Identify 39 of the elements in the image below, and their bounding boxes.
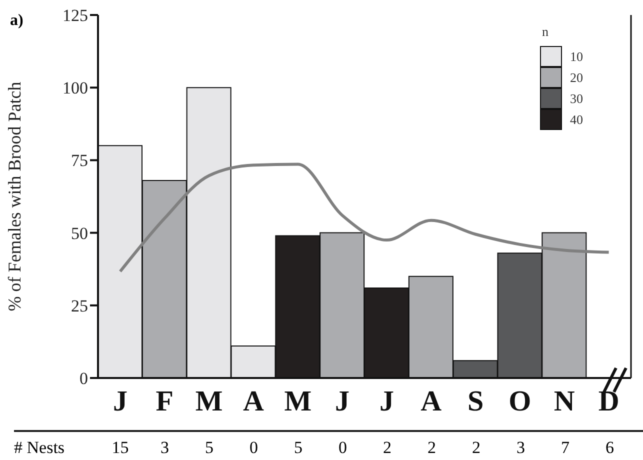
text: 15: [110, 438, 130, 458]
text: 5: [204, 438, 214, 458]
x-tick-label: S: [467, 386, 484, 418]
text: 0: [248, 438, 259, 458]
y-tick-label: 125: [62, 6, 88, 26]
x-tick-label: A: [242, 386, 264, 418]
x-tick-label: F: [156, 386, 174, 418]
text: 3: [516, 438, 526, 458]
text: 0: [338, 438, 348, 458]
y-tick-label: 50: [71, 224, 88, 243]
y-tick-label: 25: [71, 296, 88, 316]
x-tick-label: D: [598, 386, 620, 418]
legend-label: 30: [570, 90, 583, 106]
y-axis-title: % of Females with Brood Patch: [4, 82, 24, 312]
text: # Nests: [14, 438, 65, 458]
text: 5: [293, 438, 304, 458]
x-tick-label: J: [379, 386, 394, 418]
text: 2: [471, 438, 482, 458]
text: a): [10, 12, 24, 30]
y-tick-label: 75: [71, 151, 88, 170]
legend-label: 20: [570, 70, 583, 86]
x-tick-label: M: [195, 386, 223, 418]
text: 2: [382, 438, 392, 458]
legend-title: n: [542, 24, 550, 40]
x-tick-label: M: [284, 386, 312, 418]
x-tick-label: J: [335, 386, 350, 418]
x-tick-label: N: [554, 386, 575, 418]
x-tick-label: A: [420, 386, 442, 418]
text: 3: [160, 438, 170, 458]
y-tick-label: 0: [80, 369, 88, 388]
line-series: [118, 162, 610, 273]
x-tick-label: O: [508, 386, 532, 418]
legend-label: 10: [570, 48, 583, 64]
y-tick-label: 100: [62, 78, 88, 98]
text: 2: [426, 438, 437, 458]
x-tick-label: J: [112, 386, 128, 418]
legend-label: 40: [570, 112, 583, 128]
text: 7: [560, 438, 570, 458]
text: 6: [604, 438, 615, 458]
